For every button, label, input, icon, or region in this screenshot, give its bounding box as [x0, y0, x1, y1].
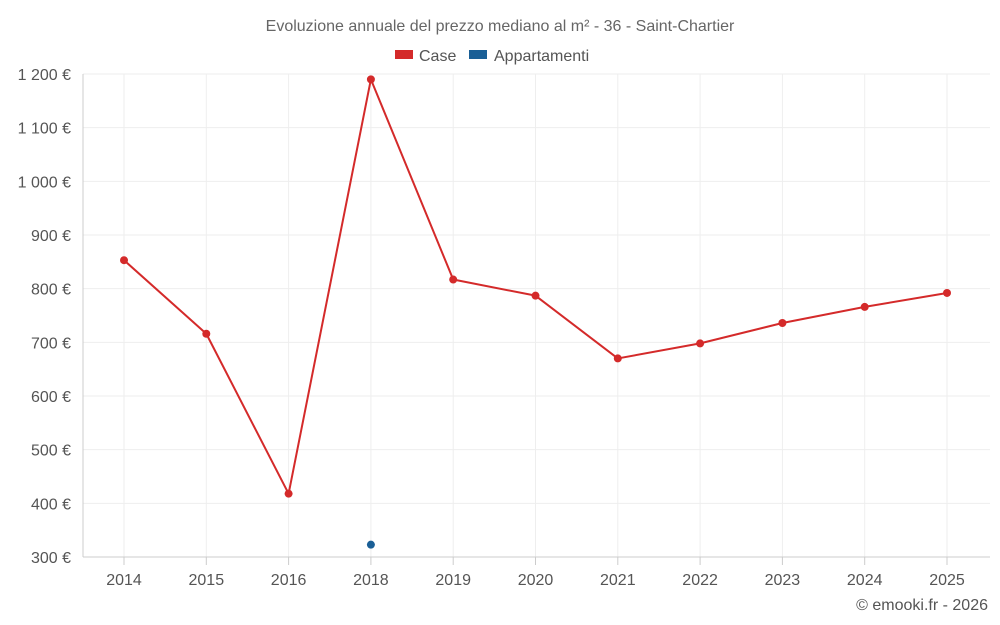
data-point-case-2018[interactable]	[366, 75, 375, 84]
y-tick-label: 700 €	[31, 335, 71, 352]
legend-label-case: Case	[419, 48, 456, 65]
gridlines	[83, 73, 990, 557]
data-point-case-2016[interactable]	[284, 489, 293, 498]
x-tick-label: 2018	[353, 572, 389, 589]
data-point-case-2021[interactable]	[613, 354, 622, 363]
x-tick-label: 2016	[271, 572, 307, 589]
data-point-case-2025[interactable]	[943, 288, 951, 297]
data-point-case-2019[interactable]	[449, 275, 458, 284]
y-tick-label: 500 €	[31, 443, 71, 460]
y-tick-label: 800 €	[31, 282, 71, 299]
y-tick-label: 400 €	[31, 496, 71, 513]
legend-item-case[interactable]: Case	[395, 48, 456, 65]
x-tick-label: 2025	[929, 572, 965, 589]
chart-title: Evoluzione annuale del prezzo mediano al…	[266, 18, 735, 35]
x-tick-label: 2023	[765, 572, 801, 589]
x-tick-label: 2014	[106, 572, 142, 589]
y-tick-label: 1 000 €	[18, 174, 71, 191]
legend-swatch-appartamenti	[469, 50, 487, 59]
x-axis: 2014 2015 2016 2018 2019 2020 2021 2022 2023 2024…	[83, 556, 990, 589]
data-point-case-2015[interactable]	[202, 329, 211, 338]
y-tick-label: 1 200 €	[18, 67, 71, 84]
legend[interactable]: Case Appartamenti	[395, 48, 589, 65]
x-tick-label: 2024	[847, 572, 883, 589]
x-tick-label: 2021	[600, 572, 636, 589]
series-layer	[120, 75, 951, 549]
x-tick-label: 2019	[435, 572, 471, 589]
x-tick-label: 2015	[189, 572, 225, 589]
y-axis: 300 € 400 € 500 € 600 € 700 € 800 € 900 € 1 000…	[18, 67, 84, 567]
data-point-case-2024[interactable]	[860, 302, 869, 311]
data-point-case-2020[interactable]	[531, 291, 540, 300]
legend-label-appartamenti: Appartamenti	[494, 48, 589, 65]
copyright-footer: © emooki.fr - 2026	[856, 597, 988, 614]
data-point-case-2023[interactable]	[778, 319, 787, 328]
data-point-appartamenti-2018[interactable]	[366, 540, 375, 549]
y-tick-label: 900 €	[31, 228, 71, 245]
legend-item-appartamenti[interactable]: Appartamenti	[469, 48, 589, 65]
x-tick-label: 2020	[518, 572, 554, 589]
y-tick-label: 1 100 €	[18, 121, 71, 138]
y-tick-label: 600 €	[31, 389, 71, 406]
x-tick-label: 2022	[682, 572, 718, 589]
legend-swatch-case	[395, 50, 413, 59]
data-point-case-2022[interactable]	[696, 339, 705, 348]
y-tick-label: 300 €	[31, 550, 71, 567]
data-point-case-2014[interactable]	[120, 256, 128, 265]
